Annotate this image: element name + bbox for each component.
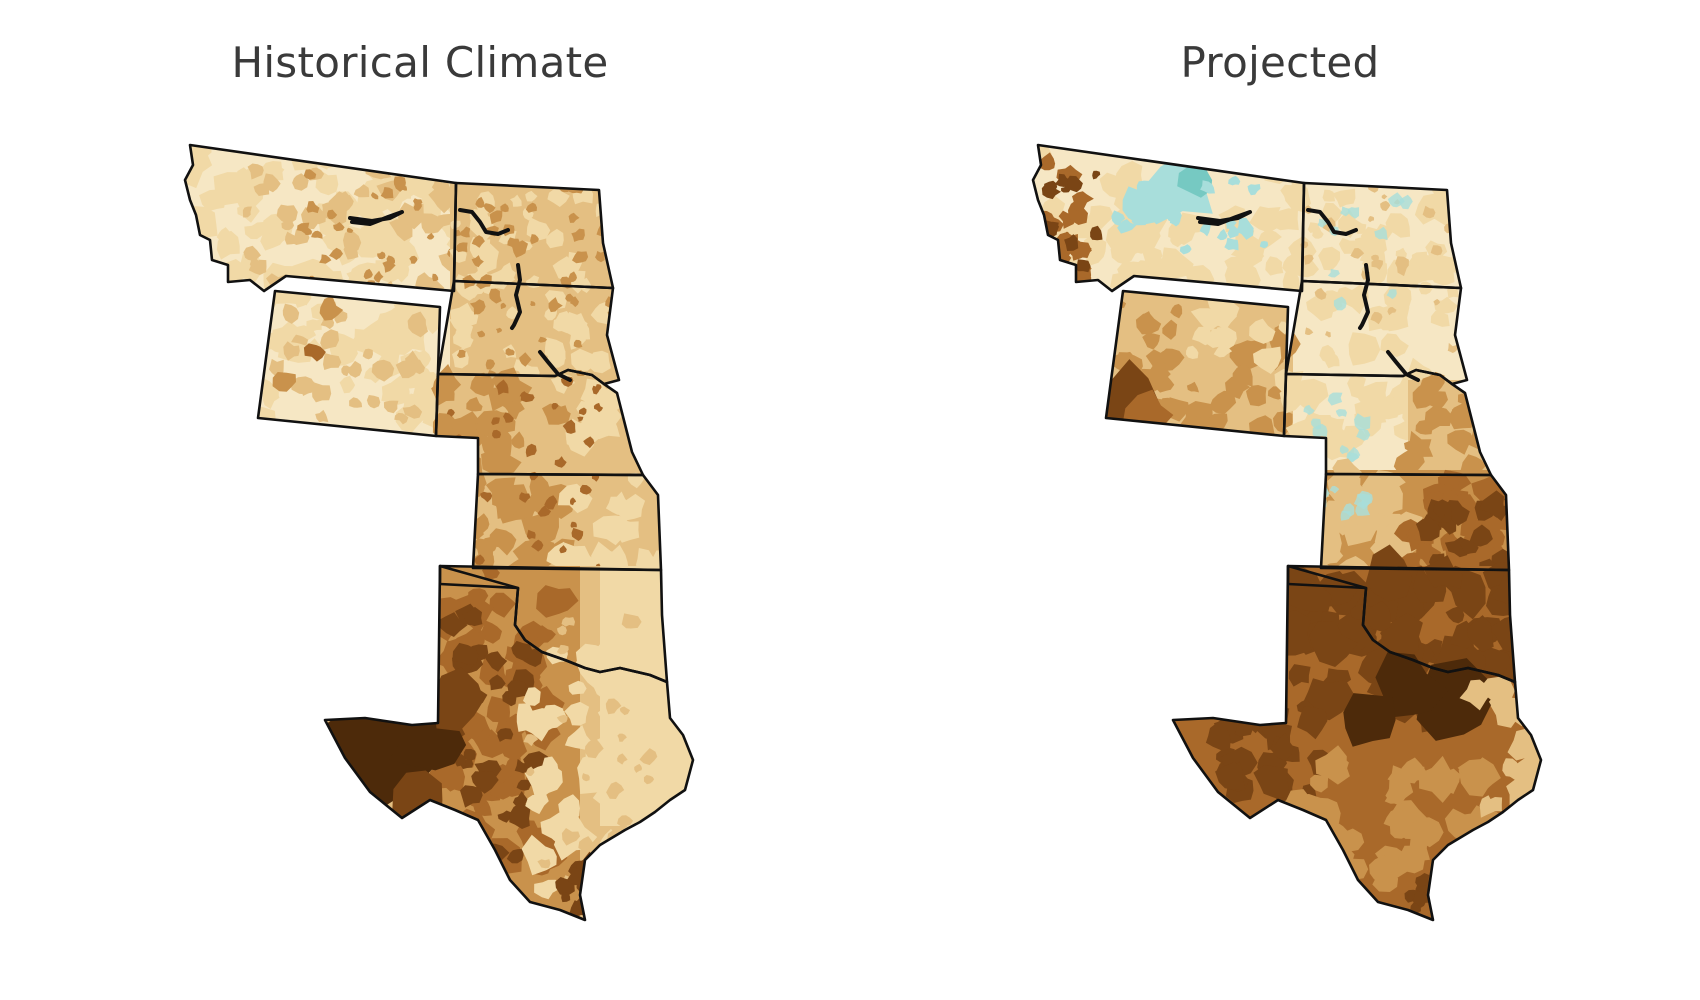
state-border-texas <box>323 564 695 922</box>
projected-map <box>1031 143 1543 922</box>
state-border-texas <box>1171 564 1543 922</box>
state-border-nebraska <box>1282 368 1493 477</box>
state-border-nebraska <box>434 368 645 477</box>
reservoir-line <box>458 208 510 236</box>
state-border-kansas <box>1319 472 1511 572</box>
historical-climate-map <box>183 143 695 922</box>
reservoir-line <box>1358 263 1370 330</box>
reservoir-line <box>538 350 572 382</box>
historical-climate-title: Historical Climate <box>231 38 609 87</box>
reservoir-line <box>348 210 404 226</box>
state-border-northdakota <box>1300 181 1463 290</box>
historical-climate-panel: Historical Climate <box>183 38 695 922</box>
state-border-kansas <box>471 472 663 572</box>
reservoir-line <box>510 263 522 330</box>
reservoir-line <box>1306 208 1358 236</box>
reservoir-line <box>1196 210 1252 226</box>
projected-panel: Projected <box>850 0 1700 1000</box>
state-border-montana <box>183 143 458 293</box>
reservoir-line <box>1386 350 1420 382</box>
state-border-montana <box>1031 143 1306 293</box>
state-border-northdakota <box>452 181 615 290</box>
projected-title: Projected <box>1180 38 1380 87</box>
